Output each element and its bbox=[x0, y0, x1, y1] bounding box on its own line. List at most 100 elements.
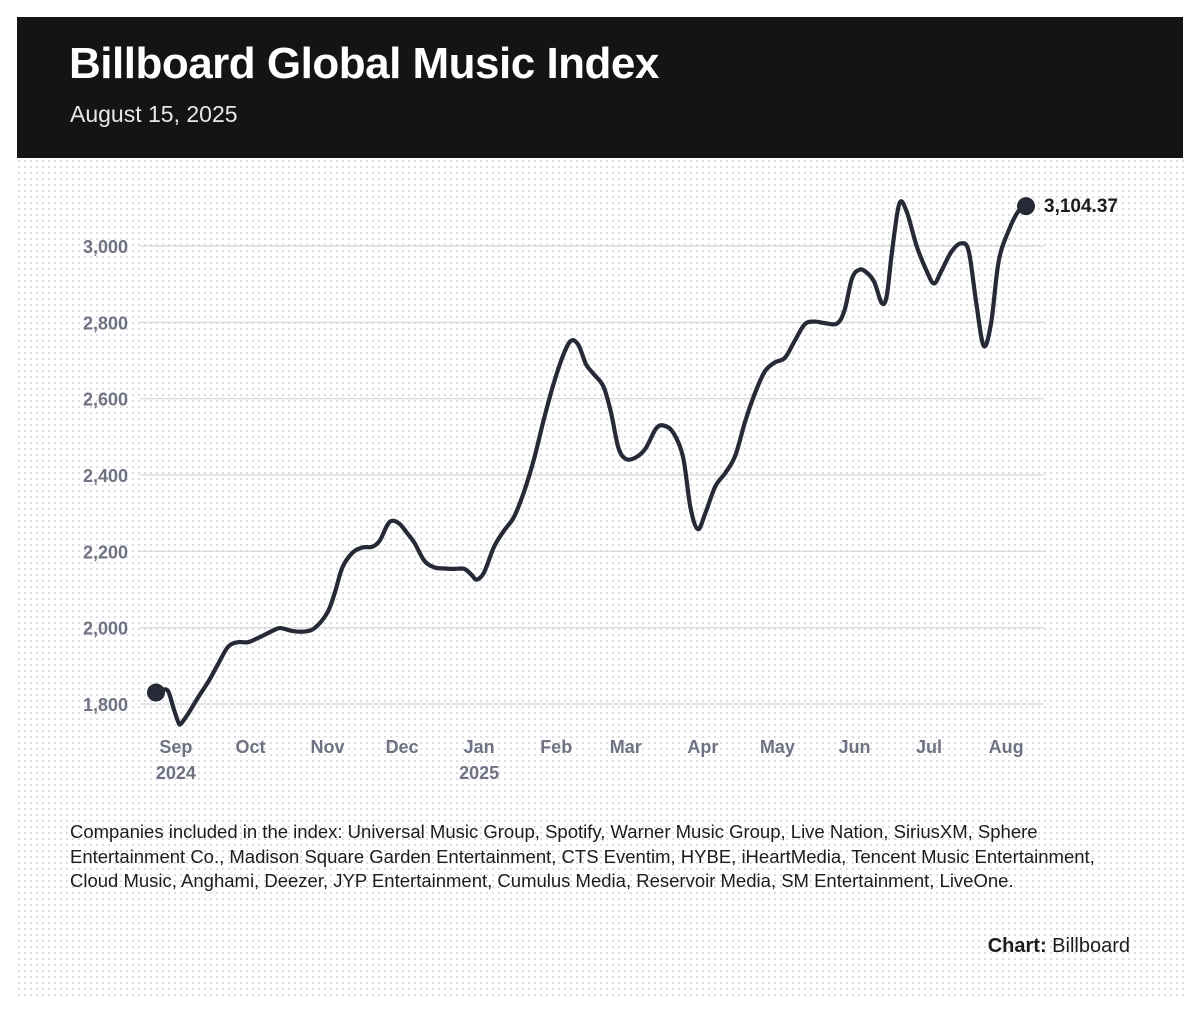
data-point bbox=[522, 490, 526, 494]
data-point bbox=[226, 645, 230, 649]
data-point bbox=[492, 545, 496, 549]
x-tick-label: Mar bbox=[610, 737, 642, 757]
data-point bbox=[422, 559, 426, 563]
x-tick-label: Oct bbox=[235, 737, 265, 757]
data-point bbox=[313, 626, 317, 630]
x-tick-label: Feb bbox=[540, 737, 572, 757]
data-point bbox=[843, 308, 847, 312]
y-tick-label: 2,200 bbox=[83, 542, 128, 562]
data-point bbox=[865, 271, 869, 275]
data-point bbox=[206, 680, 210, 684]
data-point bbox=[601, 384, 605, 388]
data-point bbox=[370, 545, 374, 549]
chart-date: August 15, 2025 bbox=[70, 101, 238, 127]
data-point bbox=[186, 712, 190, 716]
data-point bbox=[823, 321, 827, 325]
y-tick-label: 3,000 bbox=[83, 237, 128, 257]
data-point bbox=[378, 539, 382, 543]
data-point bbox=[723, 471, 727, 475]
line-chart: 1,800 2,000 2,200 2,400 2,600 2,800 3,000 Sep 2… bbox=[83, 196, 1118, 783]
data-point bbox=[577, 343, 581, 347]
chart-header: Billboard Global Music Index August 15, … bbox=[17, 17, 1183, 158]
companies-note: Companies included in the index: Univers… bbox=[70, 821, 1095, 891]
data-point bbox=[616, 446, 620, 450]
chart-credit: Chart: Billboard bbox=[988, 935, 1130, 958]
data-point bbox=[982, 344, 986, 348]
data-point bbox=[584, 362, 588, 366]
data-point bbox=[171, 706, 175, 710]
data-point bbox=[959, 241, 963, 245]
x-tick-label: Apr bbox=[687, 737, 718, 757]
y-tick-label: 2,000 bbox=[83, 619, 128, 639]
data-point bbox=[562, 352, 566, 356]
data-point bbox=[733, 454, 737, 458]
x-tick-label: Aug bbox=[989, 737, 1024, 757]
data-point bbox=[398, 522, 402, 526]
data-points bbox=[154, 202, 1028, 726]
data-point bbox=[915, 244, 919, 248]
data-point bbox=[974, 301, 978, 305]
data-point bbox=[569, 339, 573, 343]
data-point bbox=[813, 320, 817, 324]
data-point bbox=[793, 339, 797, 343]
data-point bbox=[783, 356, 787, 360]
data-point bbox=[502, 529, 506, 533]
data-point bbox=[654, 427, 658, 431]
credit-label: Chart: bbox=[987, 935, 1047, 957]
start-marker bbox=[147, 683, 165, 702]
y-tick-label: 2,400 bbox=[83, 466, 128, 486]
data-point bbox=[271, 629, 275, 633]
data-point bbox=[413, 541, 417, 545]
data-point bbox=[885, 294, 889, 298]
data-point bbox=[326, 610, 330, 614]
data-point bbox=[470, 573, 474, 577]
data-point bbox=[442, 567, 446, 571]
data-point bbox=[552, 381, 556, 385]
data-point bbox=[542, 418, 546, 422]
chart-area: 1,800 2,000 2,200 2,400 2,600 2,800 3,000 Sep 2… bbox=[83, 196, 1118, 783]
data-point bbox=[743, 420, 747, 424]
data-point bbox=[967, 250, 971, 254]
credit-source: Billboard bbox=[1052, 935, 1130, 957]
x-axis-ticks: Sep 2024 Oct Nov Dec Jan 2025 Feb Mar Apr May Jun Ju… bbox=[156, 737, 1024, 783]
data-point bbox=[303, 629, 307, 633]
markers: 3,104.37 bbox=[147, 196, 1118, 702]
data-point bbox=[634, 455, 638, 459]
y-tick-label: 1,800 bbox=[83, 695, 128, 715]
data-point bbox=[166, 690, 170, 694]
data-point bbox=[763, 369, 767, 373]
data-point bbox=[671, 430, 675, 434]
data-point bbox=[850, 276, 854, 280]
data-point bbox=[753, 391, 757, 395]
data-point bbox=[713, 484, 717, 488]
data-point bbox=[905, 210, 909, 214]
data-point bbox=[475, 578, 479, 582]
series-layer bbox=[153, 199, 1029, 727]
data-point bbox=[949, 250, 953, 254]
data-point bbox=[880, 301, 884, 305]
x-tick-label: Dec bbox=[386, 737, 419, 757]
x-tick-label: Sep bbox=[159, 737, 192, 757]
gridlines bbox=[140, 245, 1044, 705]
data-point bbox=[452, 567, 456, 571]
data-point bbox=[196, 695, 200, 699]
dotted-background bbox=[16, 158, 1184, 1000]
x-tick-label: May bbox=[760, 737, 795, 757]
data-point bbox=[385, 523, 389, 527]
data-point bbox=[624, 457, 628, 461]
x-tick-label: Jul bbox=[916, 737, 942, 757]
data-point bbox=[644, 446, 648, 450]
x-tick-year-label: 2025 bbox=[459, 763, 499, 783]
data-point bbox=[857, 268, 861, 272]
x-tick-label: Nov bbox=[311, 737, 345, 757]
end-value-label: 3,104.37 bbox=[1044, 196, 1118, 217]
x-tick-year-label: 2024 bbox=[156, 763, 196, 783]
data-point bbox=[609, 410, 613, 414]
data-point bbox=[681, 455, 685, 459]
y-tick-label: 2,600 bbox=[83, 390, 128, 410]
data-point bbox=[703, 511, 707, 515]
data-point bbox=[696, 527, 700, 531]
data-point bbox=[360, 546, 364, 550]
data-point bbox=[462, 567, 466, 571]
data-point bbox=[688, 505, 692, 509]
